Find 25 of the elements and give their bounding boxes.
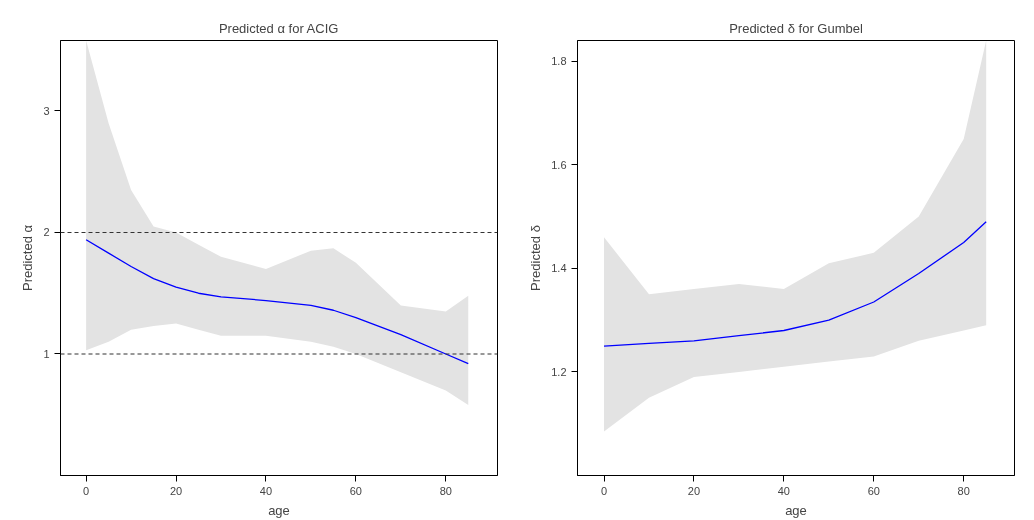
line-series xyxy=(603,221,987,347)
chart-title: Predicted α for ACIG xyxy=(218,20,339,36)
chart-title: Predicted δ for Gumbel xyxy=(729,20,863,36)
y-tick-label: 3 xyxy=(43,104,50,117)
y-axis-title: Predicted δ xyxy=(528,225,544,291)
x-axis-title: age xyxy=(785,502,807,518)
x-tick-label: 60 xyxy=(867,484,880,497)
x-axis-title: age xyxy=(268,502,290,518)
x-tick-label: 80 xyxy=(439,484,452,497)
y-tick-label: 1.4 xyxy=(551,262,567,275)
x-tick-label: 0 xyxy=(83,484,90,497)
x-tick-label: 80 xyxy=(957,484,970,497)
x-tick-label: 20 xyxy=(687,484,701,497)
line-series xyxy=(85,239,469,365)
y-tick-label: 2 xyxy=(43,226,50,239)
y-tick-label: 1.6 xyxy=(551,158,567,171)
x-tick-label: 40 xyxy=(259,484,273,497)
y-tick-label: 1.8 xyxy=(551,55,567,68)
y-tick-label: 1 xyxy=(43,347,50,360)
x-tick-label: 20 xyxy=(169,484,183,497)
y-tick-label: 1.2 xyxy=(551,365,567,378)
x-tick-label: 60 xyxy=(349,484,363,497)
x-tick-label: 0 xyxy=(600,484,608,497)
y-axis-title: Predicted α xyxy=(20,224,36,292)
x-tick-label: 40 xyxy=(777,484,790,497)
